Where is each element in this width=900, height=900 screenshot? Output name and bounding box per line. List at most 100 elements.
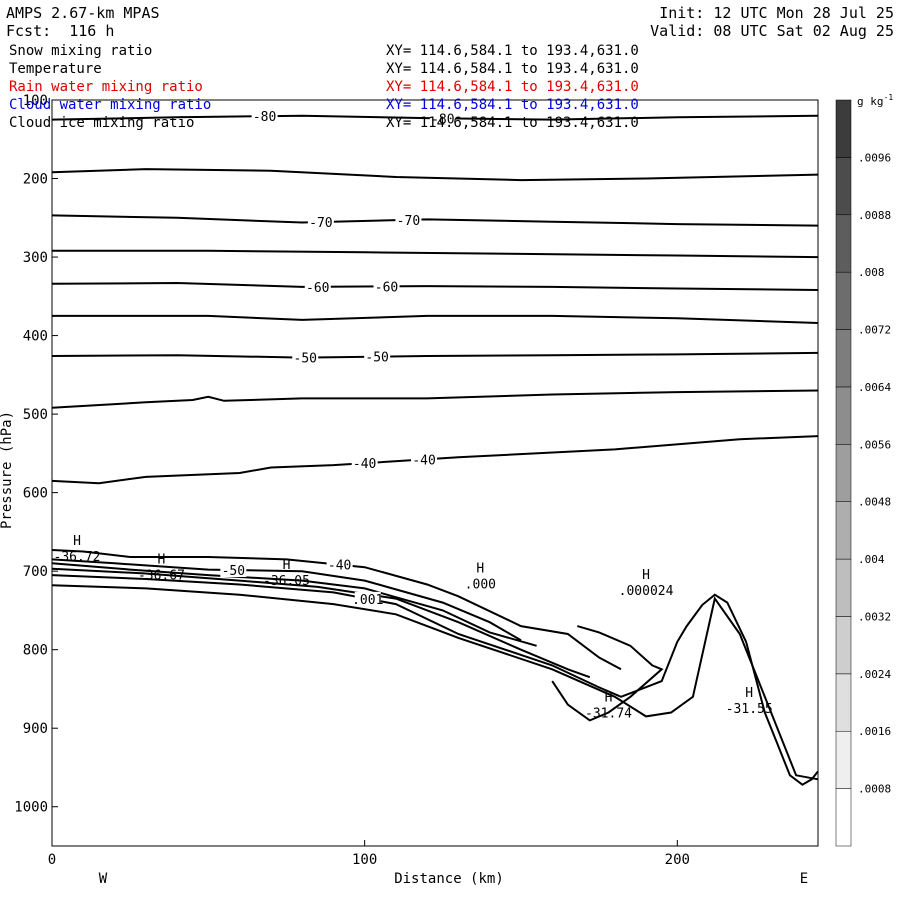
contour-label-bg: [251, 109, 278, 124]
extrema-layer: H-36.72 H-36.67H-36.05H.000H.000024H-31.7…: [54, 534, 773, 721]
y-tick-label: 200: [23, 172, 48, 188]
extremum-value: -36.67: [138, 568, 185, 583]
contour-label: -80: [253, 110, 276, 125]
contour-label-bg: [307, 215, 334, 230]
x-tick-label: 200: [665, 852, 690, 868]
y-tick-label: 100: [23, 93, 48, 109]
colorbar-swatch: [835, 99, 852, 158]
y-tick-label: 800: [23, 643, 48, 659]
colorbar-swatch: [835, 501, 852, 560]
west-label: W: [99, 871, 108, 887]
contour-label-bg: [373, 279, 400, 294]
colorbar-unit: g kg-1: [857, 93, 893, 108]
axes-layer: 100 200 300 400 500 600 700 800 900 1000 0 100 200: [14, 93, 690, 868]
surface-contour-3: [51, 567, 591, 679]
contour-label: -40: [353, 457, 376, 472]
extremum-value: -36.05: [263, 574, 310, 589]
legend-field-range: XY= 114.6,584.1 to 193.4,631.0: [386, 97, 639, 113]
contour-label: -40: [328, 559, 351, 574]
y-tick-label: 1000: [14, 800, 48, 816]
temperature-contour-7: [51, 389, 819, 409]
legend-field-name: Temperature: [9, 61, 102, 77]
colorbar-swatch: [835, 558, 852, 617]
colorbar-tick-label: .0056: [858, 438, 891, 451]
legend-field-range: XY= 114.6,584.1 to 193.4,631.0: [386, 61, 639, 77]
legend-field-range: XY= 114.6,584.1 to 193.4,631.0: [386, 79, 639, 95]
model-title: AMPS 2.67-km MPAS: [6, 4, 160, 22]
y-tick-label: 400: [23, 329, 48, 345]
contour-label-bg: [326, 557, 353, 572]
colorbar-swatch: [835, 329, 852, 388]
x-axis-title: Distance (km): [394, 871, 504, 887]
temperature-contour-0: [51, 114, 819, 121]
colorbar-tick-label: .008: [858, 266, 885, 279]
legend-field-name: Cloud water mixing ratio: [9, 97, 212, 113]
colorbar-tick-label: .0088: [858, 209, 891, 222]
init-time: Init: 12 UTC Mon 28 Jul 25: [659, 4, 894, 22]
colorbar-swatch: [835, 271, 852, 330]
colorbar-tick-label: .0032: [858, 610, 891, 623]
extremum-value: -31.55: [726, 702, 773, 717]
extremum-marker: H: [476, 562, 484, 577]
y-tick-label: 300: [23, 250, 48, 266]
contour-label: -70: [309, 216, 332, 231]
temperature-contour-2: [51, 214, 819, 227]
colorbar-swatch: [835, 673, 852, 732]
colorbar-swatch: [835, 214, 852, 273]
colorbar-swatch: [835, 730, 852, 789]
contour-label: -60: [306, 281, 329, 296]
colorbar-swatch: [835, 157, 852, 216]
plot-frame: [51, 99, 819, 847]
y-axis-title: Pressure (hPa): [0, 411, 15, 529]
temperature-contour-8: [51, 435, 819, 485]
extremum-marker: H: [283, 558, 291, 573]
surface-contour-2: [51, 562, 537, 647]
surface-contour-1: [51, 558, 522, 642]
extremum-marker: H: [158, 552, 166, 567]
temperature-contour-1: [51, 168, 819, 182]
x-tick-label: 0: [48, 852, 56, 868]
contour-label: .001: [352, 593, 383, 608]
contour-label-bg: [429, 111, 456, 126]
contour-label: -50: [365, 351, 388, 366]
contour-label: -80: [431, 112, 454, 127]
colorbar-swatch: [835, 616, 852, 675]
surface-contour-0: [51, 549, 622, 671]
forecast-hour: Fcst: 116 h: [6, 22, 115, 40]
y-tick-label: 600: [23, 486, 48, 502]
extremum-marker: H: [73, 534, 81, 549]
extremum-marker: H: [745, 686, 753, 701]
colorbar-tick-label: .0072: [858, 324, 891, 337]
contour-label-bg: [304, 279, 331, 294]
contour-label: -60: [375, 280, 398, 295]
colorbar-tick-label: .0096: [858, 151, 891, 164]
extremum-value: .000: [465, 578, 496, 593]
y-tick-label: 900: [23, 721, 48, 737]
colorbar-tick-label: .004: [858, 553, 885, 566]
contour-label: -50: [222, 564, 245, 579]
contour-label-bg: [351, 456, 378, 471]
contour-label: -40: [412, 453, 435, 468]
extremum-marker: H: [642, 568, 650, 583]
extremum-value: .000024: [619, 584, 674, 599]
contour-label: -50: [294, 352, 317, 367]
temperature-contour-4: [51, 281, 819, 291]
surface-contour-6: [551, 625, 664, 722]
colorbar-swatch: [835, 444, 852, 502]
extremum-marker: H: [605, 691, 613, 706]
temperature-contour-6: [51, 351, 819, 359]
contour-label-bg: [292, 350, 319, 365]
east-label: E: [800, 871, 808, 887]
y-tick-label: 700: [23, 564, 48, 580]
legend-field-name: Rain water mixing ratio: [9, 79, 203, 95]
legend-field-range: XY= 114.6,584.1 to 193.4,631.0: [386, 43, 639, 59]
extremum-value: -36.72: [54, 550, 101, 565]
contour-label-bg: [220, 563, 247, 578]
contour-label: -70: [397, 214, 420, 229]
contour-label-bg: [354, 591, 381, 606]
contour-label-bg: [411, 452, 438, 467]
y-tick-label: 500: [23, 407, 48, 423]
colorbar-tick-label: .0008: [858, 783, 891, 796]
colorbar-tick-label: .0048: [858, 496, 891, 509]
